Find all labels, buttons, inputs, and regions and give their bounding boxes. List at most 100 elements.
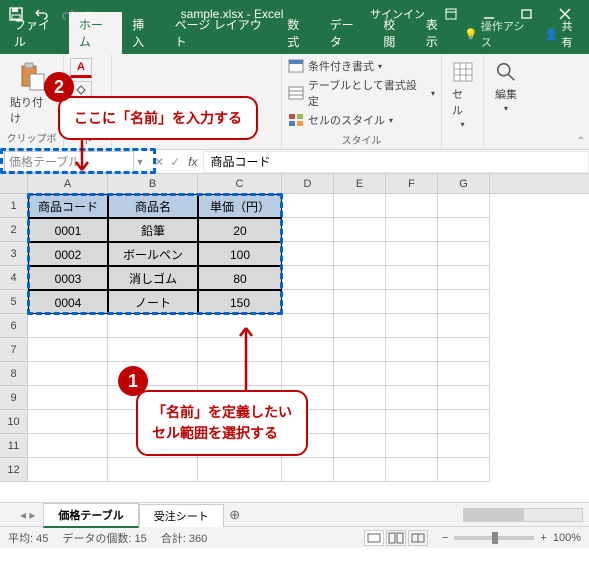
cell[interactable] — [334, 218, 386, 242]
cell[interactable] — [386, 434, 438, 458]
font-color-button[interactable]: A — [70, 58, 92, 78]
cell[interactable] — [282, 338, 334, 362]
cell[interactable] — [438, 458, 490, 482]
row-header[interactable]: 11 — [0, 434, 28, 458]
cell[interactable] — [386, 290, 438, 314]
cell[interactable] — [334, 338, 386, 362]
cell[interactable] — [438, 218, 490, 242]
namebox-dropdown-icon[interactable]: ▼ — [134, 157, 146, 167]
cell[interactable]: 消しゴム — [108, 266, 198, 290]
cell[interactable] — [28, 338, 108, 362]
row-header[interactable]: 5 — [0, 290, 28, 314]
tab-home[interactable]: ホーム — [69, 12, 122, 54]
row-header[interactable]: 3 — [0, 242, 28, 266]
cell[interactable]: 0003 — [28, 266, 108, 290]
zoom-in-icon[interactable]: + — [540, 532, 546, 544]
col-header[interactable]: D — [282, 174, 334, 193]
row-header[interactable]: 7 — [0, 338, 28, 362]
zoom-out-icon[interactable]: − — [442, 532, 448, 544]
cell[interactable] — [386, 458, 438, 482]
cell[interactable] — [438, 362, 490, 386]
cell[interactable] — [108, 338, 198, 362]
tab-review[interactable]: 校閲 — [373, 12, 415, 54]
cell[interactable] — [282, 242, 334, 266]
cell[interactable]: 100 — [198, 242, 282, 266]
cell[interactable] — [334, 314, 386, 338]
row-header[interactable]: 6 — [0, 314, 28, 338]
cell[interactable] — [386, 362, 438, 386]
cell[interactable] — [438, 290, 490, 314]
cell[interactable] — [386, 410, 438, 434]
cell[interactable] — [438, 410, 490, 434]
cell[interactable] — [282, 362, 334, 386]
cell[interactable] — [386, 338, 438, 362]
col-header[interactable]: C — [198, 174, 282, 193]
cell[interactable] — [438, 194, 490, 218]
page-layout-view-icon[interactable] — [386, 530, 406, 546]
cell[interactable] — [28, 458, 108, 482]
tab-file[interactable]: ファイル — [4, 12, 69, 54]
cell[interactable] — [28, 314, 108, 338]
cell[interactable] — [386, 266, 438, 290]
cell[interactable] — [28, 386, 108, 410]
tab-insert[interactable]: 挿入 — [122, 12, 164, 54]
cell[interactable]: 商品名 — [108, 194, 198, 218]
cell[interactable] — [438, 434, 490, 458]
formula-bar[interactable]: 商品コード — [203, 151, 589, 173]
cell[interactable] — [438, 314, 490, 338]
normal-view-icon[interactable] — [364, 530, 384, 546]
horizontal-scrollbar[interactable] — [246, 508, 589, 522]
cell[interactable]: 鉛筆 — [108, 218, 198, 242]
tell-me[interactable]: 💡操作アシス — [458, 14, 537, 54]
share-button[interactable]: 👤共有 — [537, 14, 589, 54]
cell[interactable] — [438, 266, 490, 290]
cell[interactable]: 0004 — [28, 290, 108, 314]
row-header[interactable]: 4 — [0, 266, 28, 290]
cell[interactable] — [282, 218, 334, 242]
cell[interactable] — [282, 290, 334, 314]
view-buttons[interactable] — [364, 530, 428, 546]
cell[interactable] — [108, 314, 198, 338]
col-header[interactable]: E — [334, 174, 386, 193]
row-header[interactable]: 1 — [0, 194, 28, 218]
add-sheet-button[interactable]: ⊕ — [224, 507, 246, 523]
cell[interactable]: 単価（円） — [198, 194, 282, 218]
cell[interactable]: 80 — [198, 266, 282, 290]
cell[interactable] — [282, 194, 334, 218]
cell[interactable]: 0002 — [28, 242, 108, 266]
cell[interactable]: 20 — [198, 218, 282, 242]
tab-layout[interactable]: ページ レイアウト — [165, 12, 278, 54]
cell[interactable]: 商品コード — [28, 194, 108, 218]
cell[interactable] — [28, 434, 108, 458]
zoom-control[interactable]: − + 100% — [442, 532, 581, 544]
cell[interactable] — [334, 386, 386, 410]
cell[interactable] — [438, 386, 490, 410]
col-header[interactable]: B — [108, 174, 198, 193]
row-header[interactable]: 9 — [0, 386, 28, 410]
row-header[interactable]: 10 — [0, 410, 28, 434]
table-format-button[interactable]: テーブルとして書式設定▾ — [288, 77, 435, 109]
cell[interactable] — [334, 458, 386, 482]
page-break-view-icon[interactable] — [408, 530, 428, 546]
editing-button[interactable]: 編集 ▾ — [490, 58, 522, 115]
cancel-formula-icon[interactable]: ✕ — [154, 155, 164, 169]
cell[interactable] — [334, 242, 386, 266]
enter-formula-icon[interactable]: ✓ — [170, 155, 180, 169]
cell[interactable] — [28, 362, 108, 386]
name-box[interactable] — [4, 151, 134, 173]
cell[interactable] — [198, 458, 282, 482]
conditional-format-button[interactable]: 条件付き書式▾ — [288, 58, 435, 74]
cell[interactable]: 150 — [198, 290, 282, 314]
sheet-tab-active[interactable]: 価格テーブル — [43, 503, 138, 528]
cell[interactable] — [282, 458, 334, 482]
cell[interactable] — [334, 362, 386, 386]
tab-data[interactable]: データ — [320, 12, 374, 54]
col-header[interactable]: A — [28, 174, 108, 193]
tab-view[interactable]: 表示 — [416, 12, 458, 54]
cell[interactable] — [334, 266, 386, 290]
cell[interactable] — [386, 218, 438, 242]
sheet-tab-other[interactable]: 受注シート — [139, 504, 224, 527]
cell[interactable] — [28, 410, 108, 434]
cell[interactable] — [334, 434, 386, 458]
sheet-nav[interactable]: ◂ ▸ — [20, 508, 35, 522]
